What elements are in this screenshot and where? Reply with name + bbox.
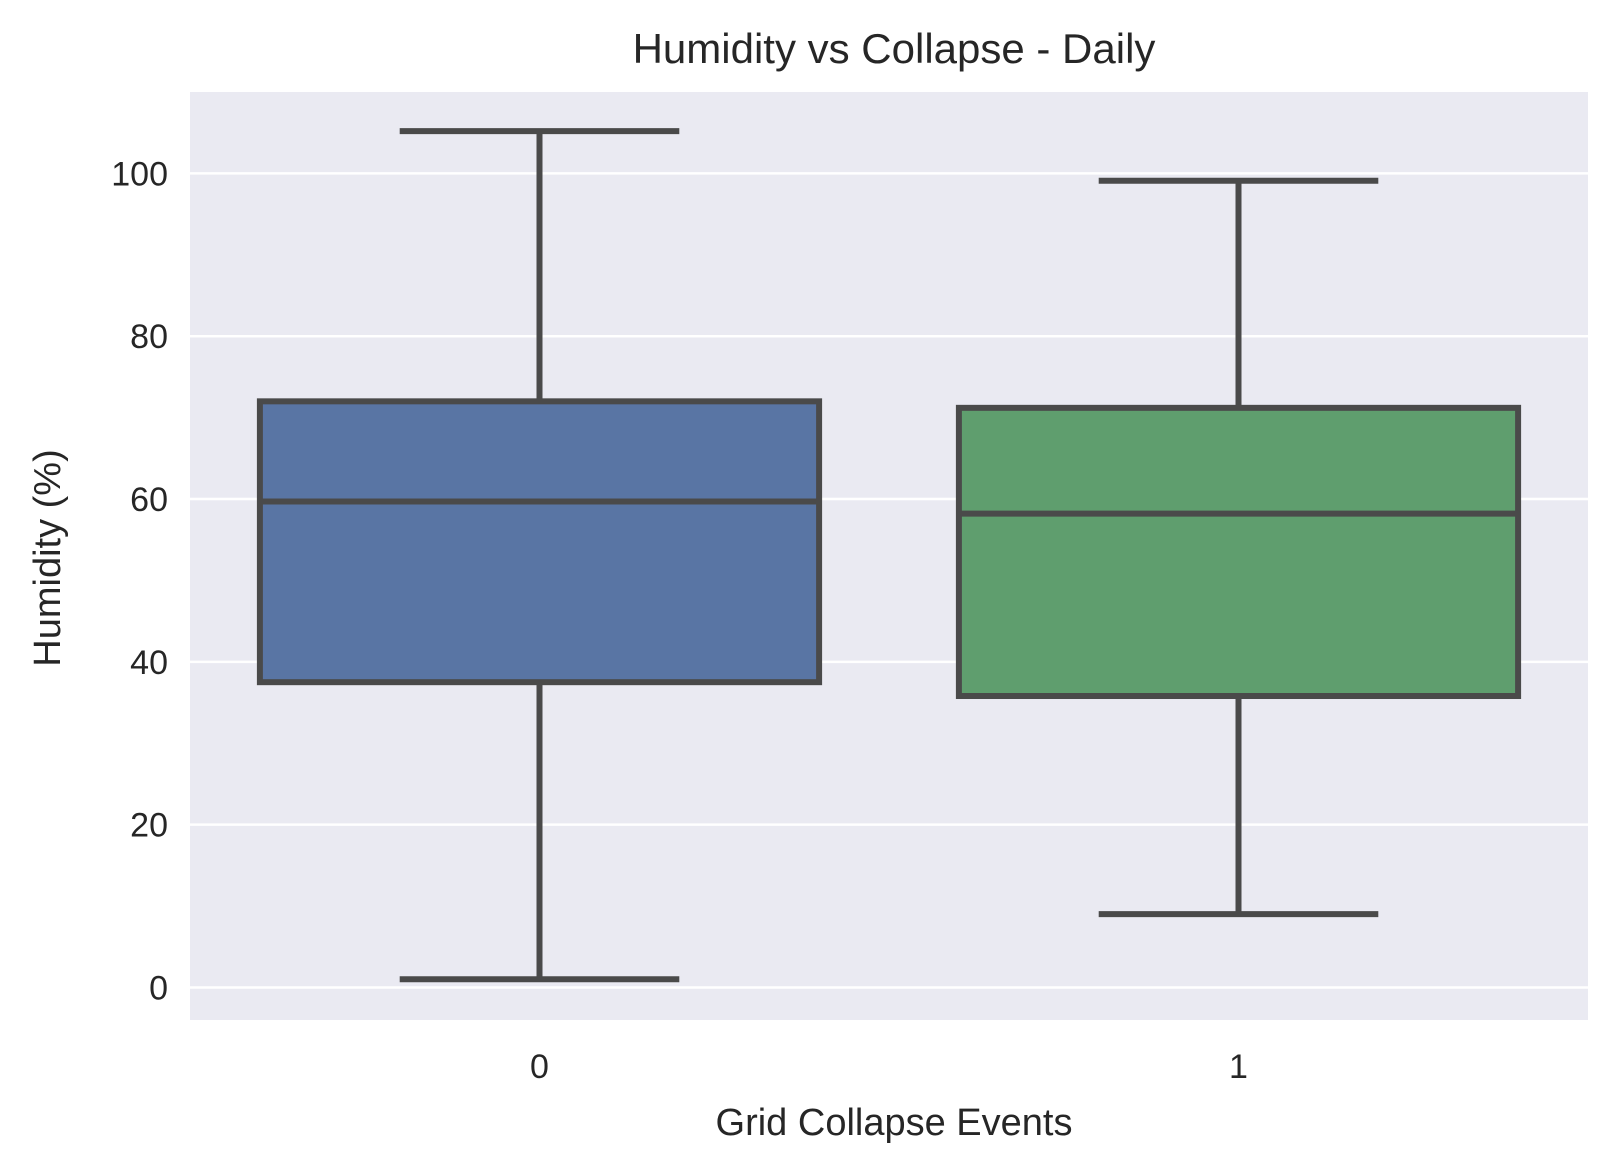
boxes <box>256 128 1522 983</box>
y-tick-labels: 0 20 40 60 80 100 <box>111 155 168 1007</box>
y-tick-label: 20 <box>130 807 168 845</box>
chart-title: Humidity vs Collapse - Daily <box>633 25 1156 72</box>
iqr-box <box>955 404 1522 700</box>
x-tick-label: 1 <box>1229 1048 1248 1086</box>
y-tick-label: 80 <box>130 318 168 356</box>
x-axis-label: Grid Collapse Events <box>716 1102 1073 1144</box>
box-1 <box>955 177 1522 918</box>
x-tick-label: 0 <box>530 1048 549 1086</box>
y-tick-label: 0 <box>149 969 168 1007</box>
y-tick-label: 40 <box>130 644 168 682</box>
y-tick-label: 100 <box>111 155 168 193</box>
box-0 <box>256 128 823 983</box>
iqr-box <box>256 398 823 686</box>
y-tick-label: 60 <box>130 481 168 519</box>
y-axis-label: Humidity (%) <box>27 449 69 666</box>
